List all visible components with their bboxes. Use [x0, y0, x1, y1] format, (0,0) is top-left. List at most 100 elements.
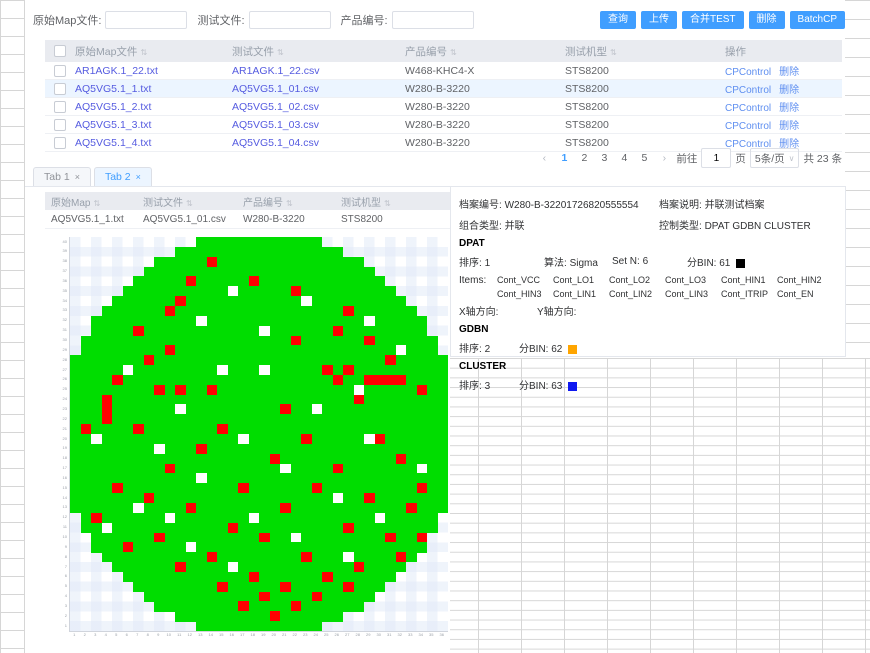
- page-number[interactable]: 1: [556, 152, 572, 164]
- wafer-cell: [396, 404, 407, 414]
- wafer-cell: [364, 582, 375, 592]
- query-button[interactable]: 查询: [600, 11, 636, 29]
- delete-link[interactable]: 删除: [779, 121, 799, 132]
- delete-link[interactable]: 删除: [779, 85, 799, 96]
- header-machine[interactable]: 测试机型⇅: [565, 44, 725, 59]
- wafer-cell: [427, 523, 438, 533]
- table-row[interactable]: AQ5VG5.1_2.txt AQ5VG5.1_02.csv W280-B-32…: [45, 98, 842, 116]
- test-file-link[interactable]: AQ5VG5.1_03.csv: [232, 119, 319, 131]
- tab-1[interactable]: Tab 1×: [33, 167, 91, 186]
- table-row[interactable]: AR1AGK.1_22.txt AR1AGK.1_22.csv W468-KHC…: [45, 62, 842, 80]
- wafer-cell: [154, 523, 165, 533]
- wafer-cell: [375, 326, 386, 336]
- page-size-select[interactable]: 5条/页∨: [750, 148, 800, 168]
- wafer-cell: [354, 375, 365, 385]
- test-file-link[interactable]: AQ5VG5.1_02.csv: [232, 101, 319, 113]
- page-number[interactable]: 5: [636, 152, 652, 164]
- wafer-cell: [322, 464, 333, 474]
- cpcontrol-link[interactable]: CPControl: [725, 103, 771, 114]
- wafer-cell: [123, 316, 134, 326]
- wafer-cell: [322, 523, 333, 533]
- wafer-cell: [396, 464, 407, 474]
- wafer-cell: [186, 592, 197, 602]
- page-number[interactable]: 3: [596, 152, 612, 164]
- header-prod[interactable]: 产品编号⇅: [243, 194, 341, 209]
- cpcontrol-link[interactable]: CPControl: [725, 85, 771, 96]
- wafer-cell: [301, 434, 312, 444]
- header-test[interactable]: 测试文件⇅: [143, 194, 243, 209]
- wafer-cell: [312, 513, 323, 523]
- map-file-link[interactable]: AQ5VG5.1_1.txt: [75, 83, 151, 95]
- sort-icon[interactable]: ⇅: [286, 199, 293, 208]
- wafer-cell: [102, 306, 113, 316]
- row-checkbox[interactable]: [54, 137, 66, 149]
- map-file-input[interactable]: [105, 11, 187, 29]
- wafer-cell: [406, 306, 417, 316]
- product-no-input[interactable]: [392, 11, 474, 29]
- row-checkbox[interactable]: [54, 65, 66, 77]
- tab-2[interactable]: Tab 2×: [94, 167, 152, 186]
- goto-page-input[interactable]: [701, 148, 731, 168]
- header-product-no[interactable]: 产品编号⇅: [405, 44, 565, 59]
- row-checkbox[interactable]: [54, 119, 66, 131]
- wafer-cell: [228, 355, 239, 365]
- row-checkbox[interactable]: [54, 101, 66, 113]
- cpcontrol-link[interactable]: CPControl: [725, 121, 771, 132]
- next-page-button[interactable]: ›: [656, 152, 672, 164]
- upload-button[interactable]: 上传: [641, 11, 677, 29]
- wafer-cell: [175, 276, 186, 286]
- wafer-cell: [364, 365, 375, 375]
- test-file-link[interactable]: AQ5VG5.1_01.csv: [232, 83, 319, 95]
- x-tick-label: 8: [143, 633, 154, 637]
- wafer-cell: [123, 483, 134, 493]
- wafer-cell: [270, 582, 281, 592]
- prev-page-button[interactable]: ‹: [536, 152, 552, 164]
- table-row[interactable]: AQ5VG5.1_3.txt AQ5VG5.1_03.csv W280-B-32…: [45, 116, 842, 134]
- cpcontrol-link[interactable]: CPControl: [725, 67, 771, 78]
- test-file-link[interactable]: AQ5VG5.1_04.csv: [232, 137, 319, 149]
- select-all-checkbox[interactable]: [54, 45, 66, 57]
- sort-icon[interactable]: ⇅: [277, 48, 284, 57]
- wafer-cell: [238, 473, 249, 483]
- sort-icon[interactable]: ⇅: [450, 48, 457, 57]
- close-icon[interactable]: ×: [136, 168, 141, 186]
- subtable-row[interactable]: AQ5VG5.1_1.txt AQ5VG5.1_01.csv W280-B-32…: [45, 210, 450, 229]
- delete-button[interactable]: 删除: [749, 11, 785, 29]
- wafer-cell: [91, 355, 102, 365]
- map-file-link[interactable]: AQ5VG5.1_3.txt: [75, 119, 151, 131]
- table-row[interactable]: AQ5VG5.1_1.txt AQ5VG5.1_01.csv W280-B-32…: [45, 80, 842, 98]
- close-icon[interactable]: ×: [75, 168, 80, 186]
- row-checkbox[interactable]: [54, 83, 66, 95]
- wafer-cell: [312, 473, 323, 483]
- sort-icon[interactable]: ⇅: [610, 48, 617, 57]
- x-tick-label: 27: [342, 633, 353, 637]
- y-tick-label: 5: [65, 584, 67, 588]
- dpat-item: Cont_HIN1: [721, 275, 777, 285]
- wafer-cell: [81, 444, 92, 454]
- page-number[interactable]: 4: [616, 152, 632, 164]
- sort-icon[interactable]: ⇅: [384, 199, 391, 208]
- delete-link[interactable]: 删除: [779, 67, 799, 78]
- page-number[interactable]: 2: [576, 152, 592, 164]
- wafer-cell: [249, 552, 260, 562]
- test-file-input[interactable]: [249, 11, 331, 29]
- header-map-file[interactable]: 原始Map文件⇅: [75, 44, 232, 59]
- header-mach[interactable]: 测试机型⇅: [341, 194, 441, 209]
- map-file-link[interactable]: AQ5VG5.1_2.txt: [75, 101, 151, 113]
- sort-icon[interactable]: ⇅: [186, 199, 193, 208]
- map-file-link[interactable]: AQ5VG5.1_4.txt: [75, 137, 151, 149]
- merge-test-button[interactable]: 合并TEST: [682, 11, 744, 29]
- wafer-cell: [154, 493, 165, 503]
- dpat-item: Cont_LO1: [553, 275, 609, 285]
- batchcp-button[interactable]: BatchCP: [790, 11, 845, 29]
- delete-link[interactable]: 删除: [779, 103, 799, 114]
- sort-icon[interactable]: ⇅: [93, 199, 100, 208]
- wafer-cell: [280, 513, 291, 523]
- wafer-cell: [385, 365, 396, 375]
- map-file-link[interactable]: AR1AGK.1_22.txt: [75, 65, 158, 77]
- header-test-file[interactable]: 测试文件⇅: [232, 44, 405, 59]
- header-map[interactable]: 原始Map⇅: [45, 194, 143, 209]
- test-file-link[interactable]: AR1AGK.1_22.csv: [232, 65, 320, 77]
- wafer-cell: [249, 375, 260, 385]
- sort-icon[interactable]: ⇅: [140, 48, 147, 57]
